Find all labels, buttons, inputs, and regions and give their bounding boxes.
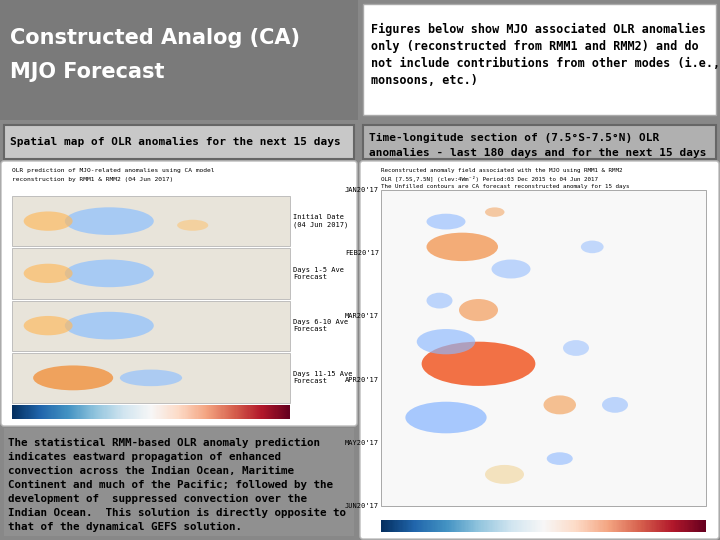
Text: JUN20'17: JUN20'17 — [345, 503, 379, 509]
Text: indicates eastward propagation of enhanced: indicates eastward propagation of enhanc… — [8, 452, 281, 462]
Ellipse shape — [426, 293, 452, 308]
Ellipse shape — [65, 260, 154, 287]
Text: Days 6-10 Ave
Forecast: Days 6-10 Ave Forecast — [293, 319, 348, 332]
Ellipse shape — [24, 316, 73, 335]
Ellipse shape — [544, 395, 576, 414]
Text: Initial Date
(04 Jun 2017): Initial Date (04 Jun 2017) — [293, 214, 348, 228]
Bar — [4, 125, 354, 159]
Text: MJO Forecast: MJO Forecast — [10, 62, 164, 82]
Ellipse shape — [120, 369, 182, 386]
Bar — [381, 190, 706, 506]
Ellipse shape — [563, 340, 589, 356]
Text: FEB20'17: FEB20'17 — [345, 250, 379, 256]
Bar — [0, 0, 358, 120]
Ellipse shape — [417, 329, 475, 354]
Text: Spatial map of OLR anomalies for the next 15 days: Spatial map of OLR anomalies for the nex… — [10, 137, 341, 147]
Text: The Unfilled contours are CA forecast reconstructed anomaly for 15 days: The Unfilled contours are CA forecast re… — [381, 184, 629, 189]
Bar — [363, 125, 716, 159]
Text: monsoons, etc.): monsoons, etc.) — [371, 74, 478, 87]
Ellipse shape — [24, 212, 73, 231]
Text: anomalies - last 180 days and for the next 15 days: anomalies - last 180 days and for the ne… — [369, 148, 706, 158]
Text: not include contributions from other modes (i.e., ENSO,: not include contributions from other mod… — [371, 57, 720, 70]
Ellipse shape — [65, 312, 154, 340]
Text: development of  suppressed convection over the: development of suppressed convection ove… — [8, 494, 307, 504]
Ellipse shape — [422, 342, 536, 386]
Ellipse shape — [546, 453, 572, 465]
Ellipse shape — [485, 207, 505, 217]
Ellipse shape — [485, 465, 524, 484]
Text: APR20'17: APR20'17 — [345, 376, 379, 383]
Ellipse shape — [459, 299, 498, 321]
Text: Continent and much of the Pacific; followed by the: Continent and much of the Pacific; follo… — [8, 480, 333, 490]
Bar — [12, 196, 290, 246]
Ellipse shape — [405, 402, 487, 433]
Ellipse shape — [24, 264, 73, 283]
Text: convection across the Indian Ocean, Maritime: convection across the Indian Ocean, Mari… — [8, 466, 294, 476]
Text: Days 11-15 Ave
Forecast: Days 11-15 Ave Forecast — [293, 372, 353, 384]
Ellipse shape — [581, 240, 603, 253]
Ellipse shape — [426, 214, 466, 230]
Bar — [4, 428, 354, 536]
Text: reconstruction by RMM1 & RMM2 (04 Jun 2017): reconstruction by RMM1 & RMM2 (04 Jun 20… — [12, 177, 174, 182]
Bar — [12, 300, 290, 351]
Ellipse shape — [177, 220, 208, 231]
FancyBboxPatch shape — [360, 161, 719, 539]
Text: Constructed Analog (CA): Constructed Analog (CA) — [10, 28, 300, 48]
Ellipse shape — [602, 397, 628, 413]
Text: MAR20'17: MAR20'17 — [345, 313, 379, 319]
Text: JAN20'17: JAN20'17 — [345, 187, 379, 193]
Text: only (reconstructed from RMM1 and RMM2) and do: only (reconstructed from RMM1 and RMM2) … — [371, 40, 698, 53]
Bar — [12, 353, 290, 403]
Ellipse shape — [65, 207, 154, 235]
Text: Reconstructed anomaly field associated with the MJO using RMM1 & RMM2: Reconstructed anomaly field associated w… — [381, 168, 623, 173]
Text: Figures below show MJO associated OLR anomalies: Figures below show MJO associated OLR an… — [371, 23, 706, 36]
Text: OLR prediction of MJO-related anomalies using CA model: OLR prediction of MJO-related anomalies … — [12, 168, 215, 173]
Ellipse shape — [33, 366, 113, 390]
Text: Time-longitude section of (7.5°S-7.5°N) OLR: Time-longitude section of (7.5°S-7.5°N) … — [369, 133, 660, 143]
Text: The statistical RMM-based OLR anomaly prediction: The statistical RMM-based OLR anomaly pr… — [8, 438, 320, 448]
Text: OLR [7.5S,7.5N] (clev:4Wm⁻²) Period:03 Dec 2015 to 04 Jun 2017: OLR [7.5S,7.5N] (clev:4Wm⁻²) Period:03 D… — [381, 176, 598, 182]
Text: Days 1-5 Ave
Forecast: Days 1-5 Ave Forecast — [293, 267, 344, 280]
Text: Indian Ocean.  This solution is directly opposite to: Indian Ocean. This solution is directly … — [8, 508, 346, 518]
Bar — [12, 248, 290, 299]
FancyBboxPatch shape — [1, 161, 357, 426]
Ellipse shape — [492, 260, 531, 279]
Ellipse shape — [426, 233, 498, 261]
Text: that of the dynamical GEFS solution.: that of the dynamical GEFS solution. — [8, 522, 242, 532]
Text: MAY20'17: MAY20'17 — [345, 440, 379, 446]
Bar — [363, 4, 716, 115]
